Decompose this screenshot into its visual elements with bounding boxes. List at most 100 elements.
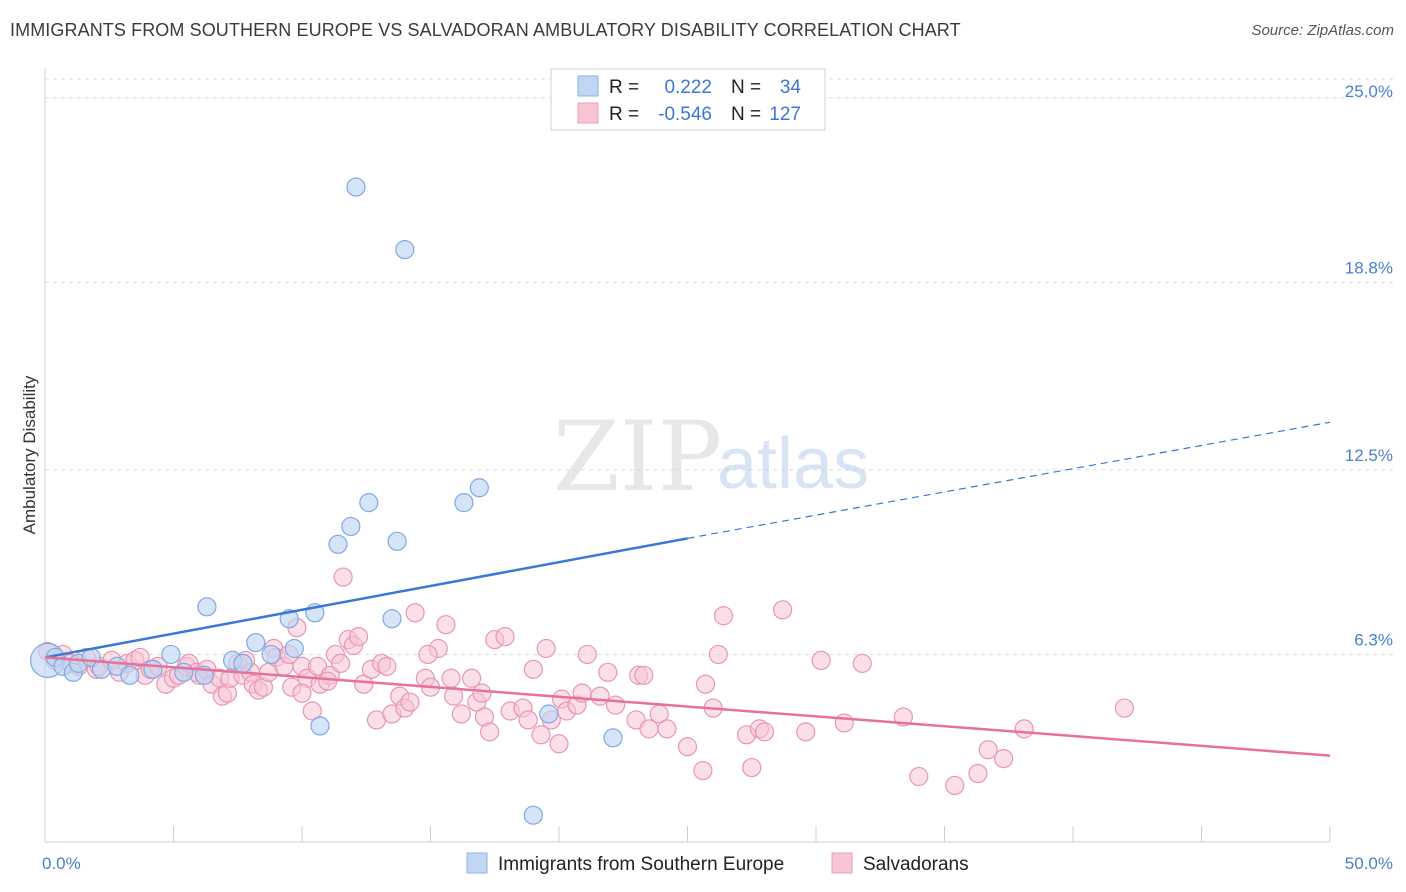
point-salvadorans [834, 713, 854, 733]
point-salvadorans [796, 722, 816, 742]
y-tick-label: 6.3% [1354, 630, 1393, 649]
point-salvadorans [318, 671, 338, 691]
point-salvadorans [978, 740, 998, 760]
point-salvadorans [909, 766, 929, 787]
trend-line-southern-europe [44, 537, 688, 659]
x-tick-marks [44, 826, 1331, 842]
point-southern-europe [387, 531, 407, 551]
point-salvadorans [695, 674, 716, 694]
point-salvadorans [531, 725, 551, 745]
point-southern-europe [395, 239, 415, 260]
point-southern-europe [310, 716, 330, 736]
legend-swatch-pink [577, 102, 599, 124]
point-southern-europe [120, 665, 140, 685]
point-salvadorans [657, 719, 677, 739]
trend-line-salvadorans [44, 656, 1331, 757]
point-salvadorans [994, 749, 1014, 769]
source-label: Source: ZipAtlas.com [1251, 22, 1394, 39]
point-southern-europe [328, 534, 348, 554]
point-salvadorans [418, 644, 438, 665]
legend-n-value-1: 34 [780, 77, 802, 98]
x-tick-label-min: 0.0% [42, 854, 81, 873]
point-salvadorans [348, 626, 369, 647]
point-southern-europe [284, 638, 304, 659]
point-southern-europe [523, 805, 543, 825]
series-legend-swatch-pink [831, 852, 853, 874]
trend-line-southern-europe-projection [687, 421, 1331, 539]
legend-r-value-2: -0.546 [658, 104, 712, 125]
point-salvadorans [772, 600, 793, 620]
point-southern-europe [603, 728, 623, 748]
y-tick-labels: 6.3% 12.5% 18.8% 25.0% [1345, 82, 1393, 650]
point-salvadorans [713, 606, 734, 626]
point-salvadorans [354, 674, 374, 694]
y-tick-label: 12.5% [1345, 446, 1393, 465]
series-legend: Immigrants from Southern Europe Salvador… [466, 852, 969, 875]
legend-n-label-2: N = [731, 104, 761, 125]
point-southern-europe [174, 662, 194, 682]
point-southern-europe [341, 516, 361, 537]
point-salvadorans [480, 722, 500, 742]
point-salvadorans [945, 775, 965, 796]
point-salvadorans [436, 615, 456, 635]
point-salvadorans [441, 668, 461, 688]
point-southern-europe [382, 609, 402, 629]
point-southern-europe [197, 597, 217, 617]
point-salvadorans [1014, 719, 1034, 739]
point-southern-europe [469, 478, 489, 498]
point-salvadorans [292, 683, 312, 703]
point-salvadorans [330, 653, 351, 673]
series-legend-label-pink: Salvadorans [863, 854, 969, 875]
point-salvadorans [405, 603, 425, 623]
point-salvadorans [852, 653, 872, 673]
point-salvadorans [518, 710, 538, 730]
series-legend-label-blue: Immigrants from Southern Europe [498, 854, 784, 875]
point-southern-europe [359, 493, 379, 513]
point-salvadorans [377, 656, 397, 676]
point-salvadorans [400, 692, 420, 712]
legend-r-label-1: R = [609, 77, 639, 98]
watermark-zip: ZIP [553, 401, 722, 513]
legend-swatch-blue [577, 75, 599, 97]
y-tick-label: 18.8% [1345, 258, 1393, 277]
point-salvadorans [708, 644, 728, 665]
point-salvadorans [677, 737, 698, 757]
point-salvadorans [968, 763, 988, 784]
point-salvadorans [333, 567, 353, 587]
legend-r-value-1: 0.222 [664, 77, 712, 98]
x-tick-label-max: 50.0% [1345, 854, 1393, 873]
point-southern-europe [261, 644, 281, 665]
point-salvadorans [693, 760, 713, 781]
point-salvadorans [536, 638, 556, 659]
y-tick-label: 25.0% [1345, 82, 1393, 101]
point-salvadorans [811, 650, 831, 671]
grid-lines [45, 78, 1393, 655]
correlation-legend: R = 0.222 N = 34 R = -0.546 N = 127 [550, 68, 826, 131]
point-salvadorans [523, 659, 543, 679]
legend-n-label-1: N = [731, 77, 761, 98]
point-salvadorans [444, 686, 464, 706]
point-southern-europe [233, 653, 253, 673]
series-legend-swatch-blue [466, 852, 488, 874]
point-southern-europe [143, 659, 163, 679]
point-southern-europe [161, 644, 181, 665]
point-salvadorans [302, 701, 322, 721]
y-axis-label: Ambulatory Disability [20, 375, 39, 534]
legend-n-value-2: 127 [769, 104, 801, 125]
point-salvadorans [462, 668, 482, 688]
point-salvadorans [495, 626, 515, 647]
point-salvadorans [742, 757, 762, 778]
chart-title: IMMIGRANTS FROM SOUTHERN EUROPE VS SALVA… [10, 20, 961, 40]
point-salvadorans [549, 734, 569, 754]
point-salvadorans [451, 704, 471, 724]
point-southern-europe [539, 704, 559, 724]
point-salvadorans [598, 662, 618, 682]
point-southern-europe [346, 177, 366, 197]
point-southern-europe [454, 493, 474, 513]
point-salvadorans [754, 722, 775, 742]
point-salvadorans [1114, 698, 1135, 718]
point-salvadorans [577, 644, 597, 665]
legend-r-label-2: R = [609, 104, 639, 125]
point-southern-europe [246, 632, 266, 653]
